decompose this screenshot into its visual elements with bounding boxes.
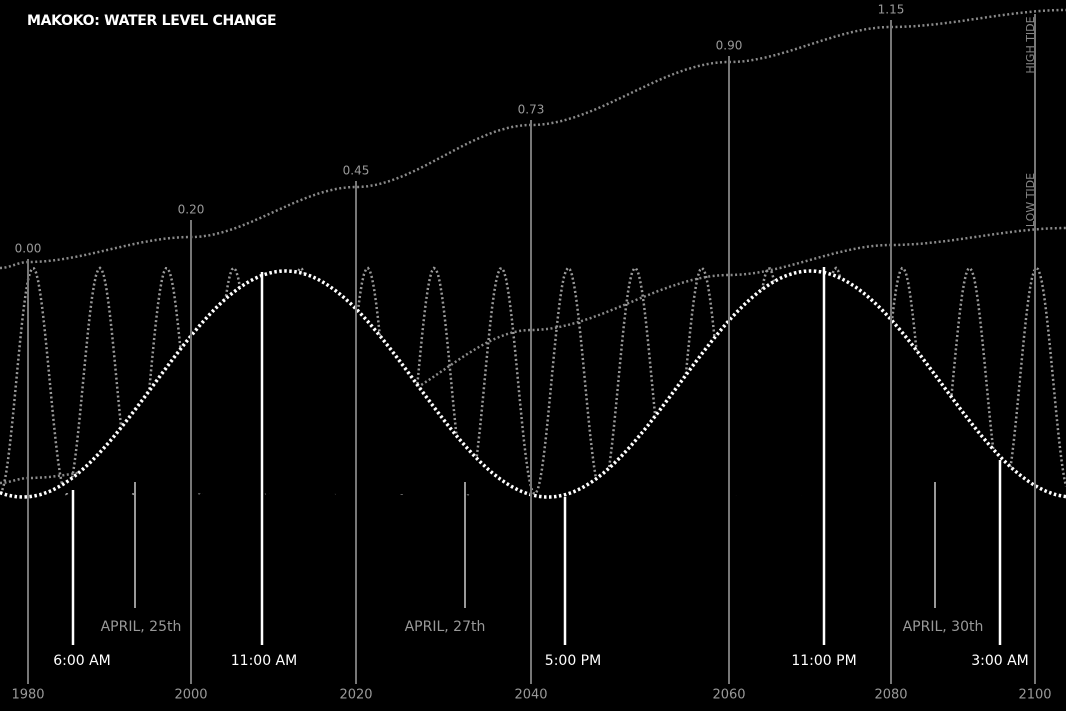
- level-label: 0.45: [343, 164, 370, 178]
- title: MAKOKO: WATER LEVEL CHANGE: [27, 13, 276, 29]
- lines: [27, 14, 1036, 684]
- time-label: 11:00 PM: [791, 653, 856, 669]
- time-label: 6:00 AM: [53, 653, 111, 669]
- curves: [0, 8, 1066, 499]
- year-label: 2040: [514, 688, 547, 703]
- year-label: 1980: [11, 688, 44, 703]
- time-label: 5:00 PM: [545, 653, 601, 669]
- level-label: 0.20: [178, 203, 205, 217]
- high-tide-curve: [0, 8, 1066, 270]
- date-label: APRIL, 25th: [101, 619, 182, 635]
- date-label: APRIL, 30th: [903, 619, 984, 635]
- tide-label: HIGH TIDE: [1024, 16, 1037, 73]
- year-label: 2020: [339, 688, 372, 703]
- level-label: 0.00: [15, 242, 42, 256]
- level-label: 0.90: [716, 39, 743, 53]
- date-label: APRIL, 27th: [405, 619, 486, 635]
- lunar-wave: [0, 269, 1066, 499]
- year-label: 2100: [1018, 688, 1051, 703]
- year-label: 2060: [712, 688, 745, 703]
- level-label: 1.15: [878, 3, 905, 17]
- year-label: 2080: [874, 688, 907, 703]
- tide-label: LOW TIDE: [1024, 173, 1037, 227]
- level-label: 0.73: [518, 103, 545, 117]
- time-label: 3:00 AM: [971, 653, 1029, 669]
- time-label: 11:00 AM: [231, 653, 297, 669]
- year-label: 2000: [174, 688, 207, 703]
